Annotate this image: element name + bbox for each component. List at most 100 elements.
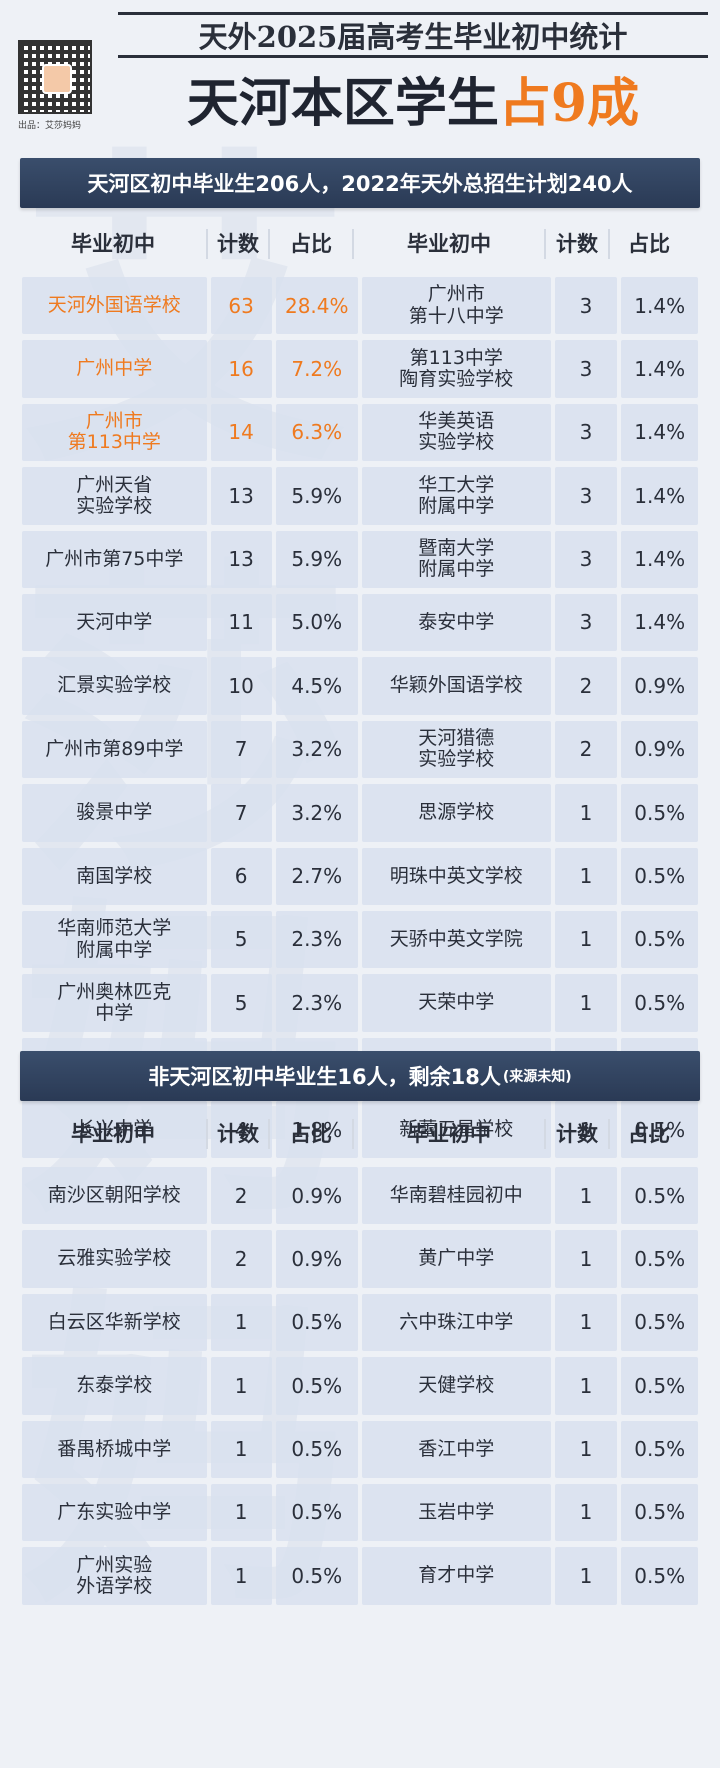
table-cell-pct2: 0.9% [621,720,698,779]
table-row: 广州市 第113中学 14 6.3% 华美英语 实验学校 3 1.4% [20,401,700,464]
table-cell-count2: 1 [554,1167,618,1225]
title-highlight: 占9成 [498,72,640,134]
table-cell-name: 骏景中学 [22,784,207,842]
table-cell-pct: 7.2% [275,340,358,398]
table-cell-name: 番禺桥城中学 [22,1420,207,1478]
table-cell-pct2: 0.5% [621,1167,698,1225]
table-cell-count2: 1 [554,1420,618,1478]
table-cell-name: 广州奥林匹克 中学 [22,974,207,1032]
table-cell-name2: 六中珠江中学 [362,1293,551,1352]
table-cell-pct2: 0.5% [621,1293,698,1352]
header: 出品：艾莎妈妈 天外2025届高考生毕业初中统计 天河本区学生 占9成 [0,0,720,150]
table-cell-count: 1 [210,1420,272,1478]
table-cell-pct: 4.5% [275,657,358,715]
table-cell-pct2: 1.4% [621,593,698,652]
table-row: 广州天省 实验学校 13 5.9% 华工大学 附属中学 3 1.4% [20,464,700,527]
table-cell-count2: 1 [554,910,618,969]
column-header: 计数 [208,229,270,259]
section2-banner-note: (来源未知) [502,1069,572,1085]
table-cell-count2: 2 [554,657,618,715]
table-cell-name: 广州中学 [22,340,207,398]
table-cell-name2: 华南碧桂园初中 [362,1167,551,1225]
table-cell-name: 天河外国语学校 [22,277,207,335]
table-cell-pct: 5.0% [275,593,358,652]
table-cell-count: 16 [210,340,272,398]
table-cell-count: 14 [210,403,272,462]
table-cell-name2: 黄广中学 [362,1230,551,1288]
table-cell-name2: 第113中学 陶育实验学校 [362,340,551,398]
table-cell-name: 白云区华新学校 [22,1293,207,1352]
qr-code [18,40,92,114]
table-cell-count: 1 [210,1357,272,1415]
table-row: 南国学校 6 2.7% 明珠中英文学校 1 0.5% [20,845,700,908]
table-cell-pct2: 1.4% [621,530,698,588]
table-row: 长兴中学 4 1.8% 新蕾五星学校 1 0.5% [20,1098,700,1161]
table-cell-name: 广州天省 实验学校 [22,467,207,525]
table-cell-pct2: 0.5% [621,784,698,842]
table-row: 番禺桥城中学 1 0.5% 香江中学 1 0.5% [20,1418,700,1481]
table-cell-name: 天河中学 [22,593,207,652]
table-cell-pct2: 0.5% [621,847,698,905]
column-header: 毕业初中 [20,1119,208,1149]
table-cell-count2: 3 [554,530,618,588]
table-cell-name: 长兴中学 [22,1101,207,1159]
column-header: 计数 [546,229,610,259]
section2-table: 毕业初中 计数 占比 毕业初中 计数 占比 南沙区朝阳学校 2 0.9% 华南碧桂园初中 1 0.5%… [20,1104,700,1608]
table-cell-name2: 香江中学 [362,1420,551,1478]
table-cell-count2: 1 [554,784,618,842]
table-cell-count2: 3 [554,467,618,525]
table-cell-pct: 0.5% [275,1483,358,1542]
table-cell-count2: 1 [554,1101,618,1159]
table-cell-pct: 0.9% [275,1230,358,1288]
table-cell-name: 广州市 第113中学 [22,403,207,462]
table-cell-pct: 3.2% [275,720,358,779]
table-cell-pct2: 0.5% [621,1230,698,1288]
table-cell-count2: 1 [554,1293,618,1352]
column-header: 占比 [628,1122,670,1146]
section1-banner-text: 天河区初中毕业生206人，2022年天外总招生计划240人 [87,172,633,196]
table-cell-pct: 0.5% [275,1420,358,1478]
table-cell-name: 云雅实验学校 [22,1230,207,1288]
section1-banner: 天河区初中毕业生206人，2022年天外总招生计划240人 [20,158,700,208]
table-cell-pct: 2.7% [275,847,358,905]
table-cell-count2: 3 [554,340,618,398]
table-cell-count: 2 [210,1167,272,1225]
column-header: 毕业初中 [354,1119,546,1149]
table-cell-pct: 6.3% [275,403,358,462]
table-row: 广州中学 16 7.2% 第113中学 陶育实验学校 3 1.4% [20,337,700,400]
table-cell-name: 汇景实验学校 [22,657,207,715]
table-cell-pct: 2.3% [275,974,358,1032]
table-cell-pct2: 1.4% [621,403,698,462]
table-cell-name2: 新蕾五星学校 [362,1101,551,1159]
table-cell-name2: 暨南大学 附属中学 [362,530,551,588]
table-cell-count: 6 [210,847,272,905]
column-header: 计数 [546,1119,610,1149]
table-cell-count: 2 [210,1230,272,1288]
table-cell-name2: 玉岩中学 [362,1483,551,1542]
table-cell-pct: 0.9% [275,1167,358,1225]
table-cell-count2: 3 [554,593,618,652]
table-cell-count: 1 [210,1293,272,1352]
section2-banner-text: 非天河区初中毕业生16人，剩余18人 [148,1065,501,1089]
column-header: 毕业初中 [20,229,208,259]
table-cell-name2: 泰安中学 [362,593,551,652]
table-cell-name2: 育才中学 [362,1547,551,1605]
table-cell-name2: 华美英语 实验学校 [362,403,551,462]
table-cell-name2: 天河猎德 实验学校 [362,720,551,779]
table-cell-pct: 2.3% [275,910,358,969]
table-cell-name2: 天荣中学 [362,974,551,1032]
table-cell-pct2: 0.9% [621,657,698,715]
qr-caption: 出品：艾莎妈妈 [18,121,82,131]
table-row: 广州市第75中学 13 5.9% 暨南大学 附属中学 3 1.4% [20,528,700,591]
table-row: 广州奥林匹克 中学 5 2.3% 天荣中学 1 0.5% [20,971,700,1034]
table-cell-pct: 0.5% [275,1293,358,1352]
table-cell-pct2: 0.5% [621,1547,698,1605]
section2-banner: 非天河区初中毕业生16人，剩余18人 (来源未知) [20,1051,700,1101]
table-cell-count2: 1 [554,1547,618,1605]
column-header: 毕业初中 [354,229,546,259]
table-cell-name: 华南师范大学 附属中学 [22,910,207,969]
table-row: 广东实验中学 1 0.5% 玉岩中学 1 0.5% [20,1481,700,1544]
table-cell-pct2: 1.4% [621,467,698,525]
table-row: 汇景实验学校 10 4.5% 华颖外国语学校 2 0.9% [20,654,700,717]
column-header: 占比 [270,1119,354,1149]
